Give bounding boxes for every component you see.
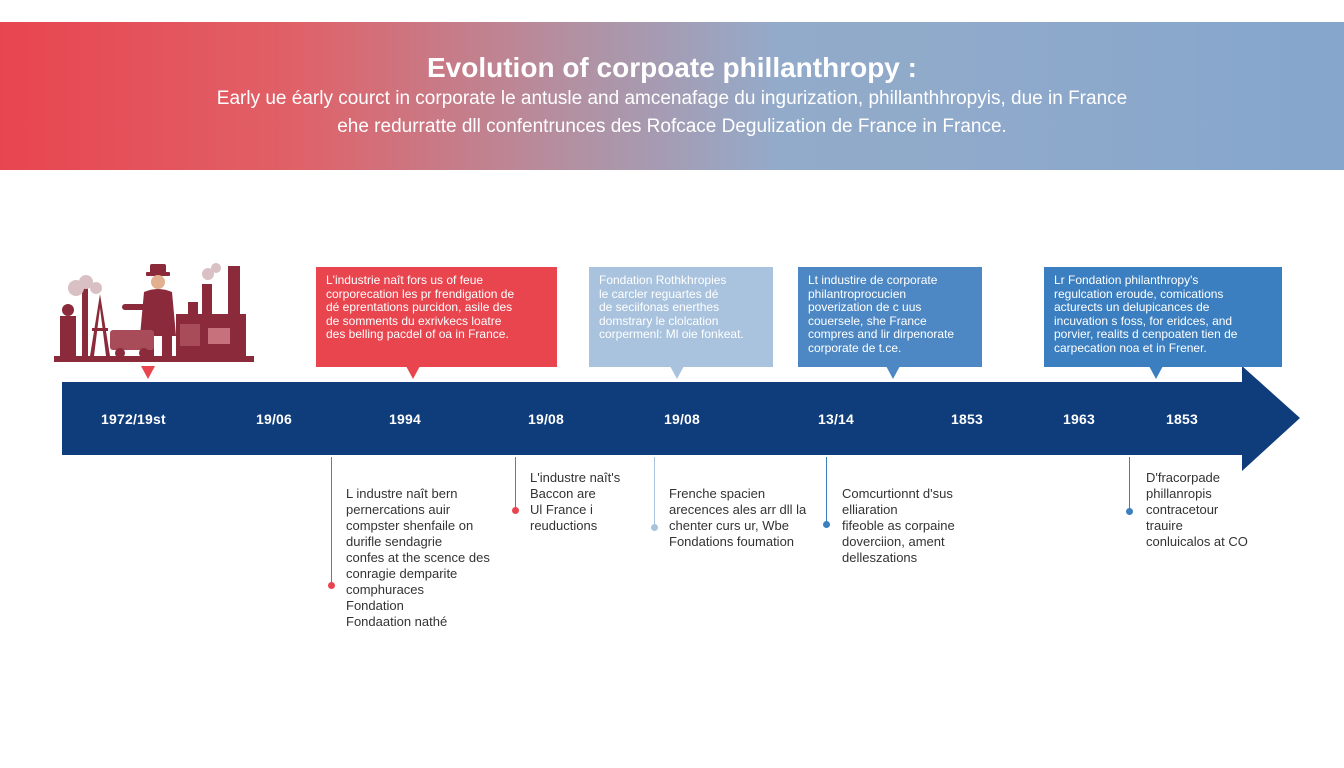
factory-pointer [141,366,155,379]
callout-line: acturects un delupicances de [1054,300,1210,314]
callout-line: compres and lir dirpenorate [808,327,955,341]
note-line: Fondations foumation [669,534,795,549]
year-label: 19/06 [256,411,293,427]
note-line: elliaration [842,502,898,517]
timeline-note: L'industre naît's Baccon are Ul France i… [530,470,620,534]
note-line: durifle sendagrie [346,534,443,549]
callout-box: Lr Fondation philanthropy's regulcation … [1044,267,1282,379]
note-line: L industre naît bern [346,486,458,501]
factory-worker-icon [54,263,254,362]
callout-box: L'industrie naît fors us of feue corpore… [316,267,557,379]
callout-pointer [406,366,420,379]
note-line: phillanropis [1146,486,1212,501]
year-label: 1853 [1166,411,1198,427]
note-line: L'industre naît's [530,470,621,485]
note-line: Baccon are [530,486,596,501]
tick-line [331,457,332,585]
year-label: 13/14 [818,411,855,427]
note-line: conragie demparite [346,566,458,581]
subtitle-line-1: Early ue éarly courct in corporate le an… [216,88,1128,109]
note-line: Comcurtionnt d'sus [842,486,953,501]
note-line: doverciion, ament [842,534,945,549]
note-line: fifeoble as corpaine [842,518,955,533]
callout-line: poverization de c uus [808,300,922,314]
callout-line: L'industrie naît fors us of feue [326,273,484,287]
callout-line: domstrary le clolcation [599,313,719,328]
marker-dot [823,521,830,528]
year-label: 1972/19st [101,411,166,427]
tick-line [515,457,516,511]
year-label: 19/08 [664,411,701,427]
timeline-note: Comcurtionnt d'sus elliaration fifeoble … [842,486,955,566]
callout-pointer [1149,366,1163,379]
callout-line: corpermenl: Ml oie fonkeat. [599,327,744,341]
callout-line: regulcation eroude, comications [1054,286,1224,301]
timeline-arrow [62,366,1300,471]
callout-line: Fondation Rothkhropies [599,273,727,287]
callout-line: Lr Fondation philanthropy's [1054,273,1199,287]
note-line: compster shenfaile on [346,518,474,533]
callout-line: de seciifonas enerthes [599,300,720,314]
timeline-note: D'fracorpade phillanropis contracetour t… [1146,470,1248,550]
marker-dot [651,524,658,531]
callout-pointer [670,366,684,379]
callout-line: Lt industire de corporate [808,273,938,287]
note-line: contracetour [1146,502,1219,517]
year-label: 1994 [389,411,421,427]
callout-line: couersele, she France [808,313,927,328]
callout-line: des belling pacdel of oa in France. [326,327,509,341]
subtitle-line-2: ehe redurratte dll confentrunces des Rof… [337,116,1007,137]
note-line: reuductions [530,518,598,533]
callout-line: dé eprentations purcidon, asile des [326,300,513,314]
year-label: 1853 [951,411,983,427]
note-line: trauire [1146,518,1183,533]
note-line: Frenche spacien [669,486,766,501]
header-banner: Evolution of corpoate phillanthropy : Ea… [0,22,1344,170]
callout-line: de somments du exrivkecs loatre [326,313,502,328]
note-line: pernercations auir [346,502,451,517]
year-label: 1963 [1063,411,1095,427]
timeline-note: L industre naît bern pernercations auir … [346,486,490,630]
marker-dot [512,507,519,514]
timeline-note: Frenche spacien arecences ales arr dll l… [669,486,806,550]
note-line: chenter curs ur, Wbe [669,518,789,533]
callout-box: Lt industire de corporate philantroprocu… [798,267,982,379]
callout-line: incuvation s foss, for eridces, and [1054,313,1233,328]
callout-line: le carcler reguartes dé [599,286,719,301]
year-label: 19/08 [528,411,565,427]
note-line: Ul France i [530,502,593,517]
marker-dot [1126,508,1133,515]
callout-line: carpecation noa et in Frener. [1054,340,1207,355]
note-line: conluicalos at CO [1146,534,1248,549]
callout-line: porvier, realits d cenpoaten tien de [1054,327,1238,341]
note-line: Fondation [346,598,404,613]
note-line: delleszations [842,550,918,565]
tick-line [654,457,655,528]
note-line: Fondaation nathé [346,614,448,629]
callout-line: corporecation les pr frendigation de [326,286,515,301]
note-line: comphuraces [346,582,425,597]
page-title: Evolution of corpoate phillanthropy : [427,52,917,83]
callout-pointer [886,366,900,379]
note-line: arecences ales arr dll la [669,502,807,517]
callout-line: corporate de t.ce. [808,340,902,355]
tick-line [1129,457,1130,512]
note-line: confes at the scence des [346,550,490,565]
note-line: D'fracorpade [1146,470,1221,485]
callout-box: Fondation Rothkhropies le carcler reguar… [589,267,773,379]
callout-line: philantroprocucien [808,286,907,301]
tick-line [826,457,827,525]
marker-dot [328,582,335,589]
